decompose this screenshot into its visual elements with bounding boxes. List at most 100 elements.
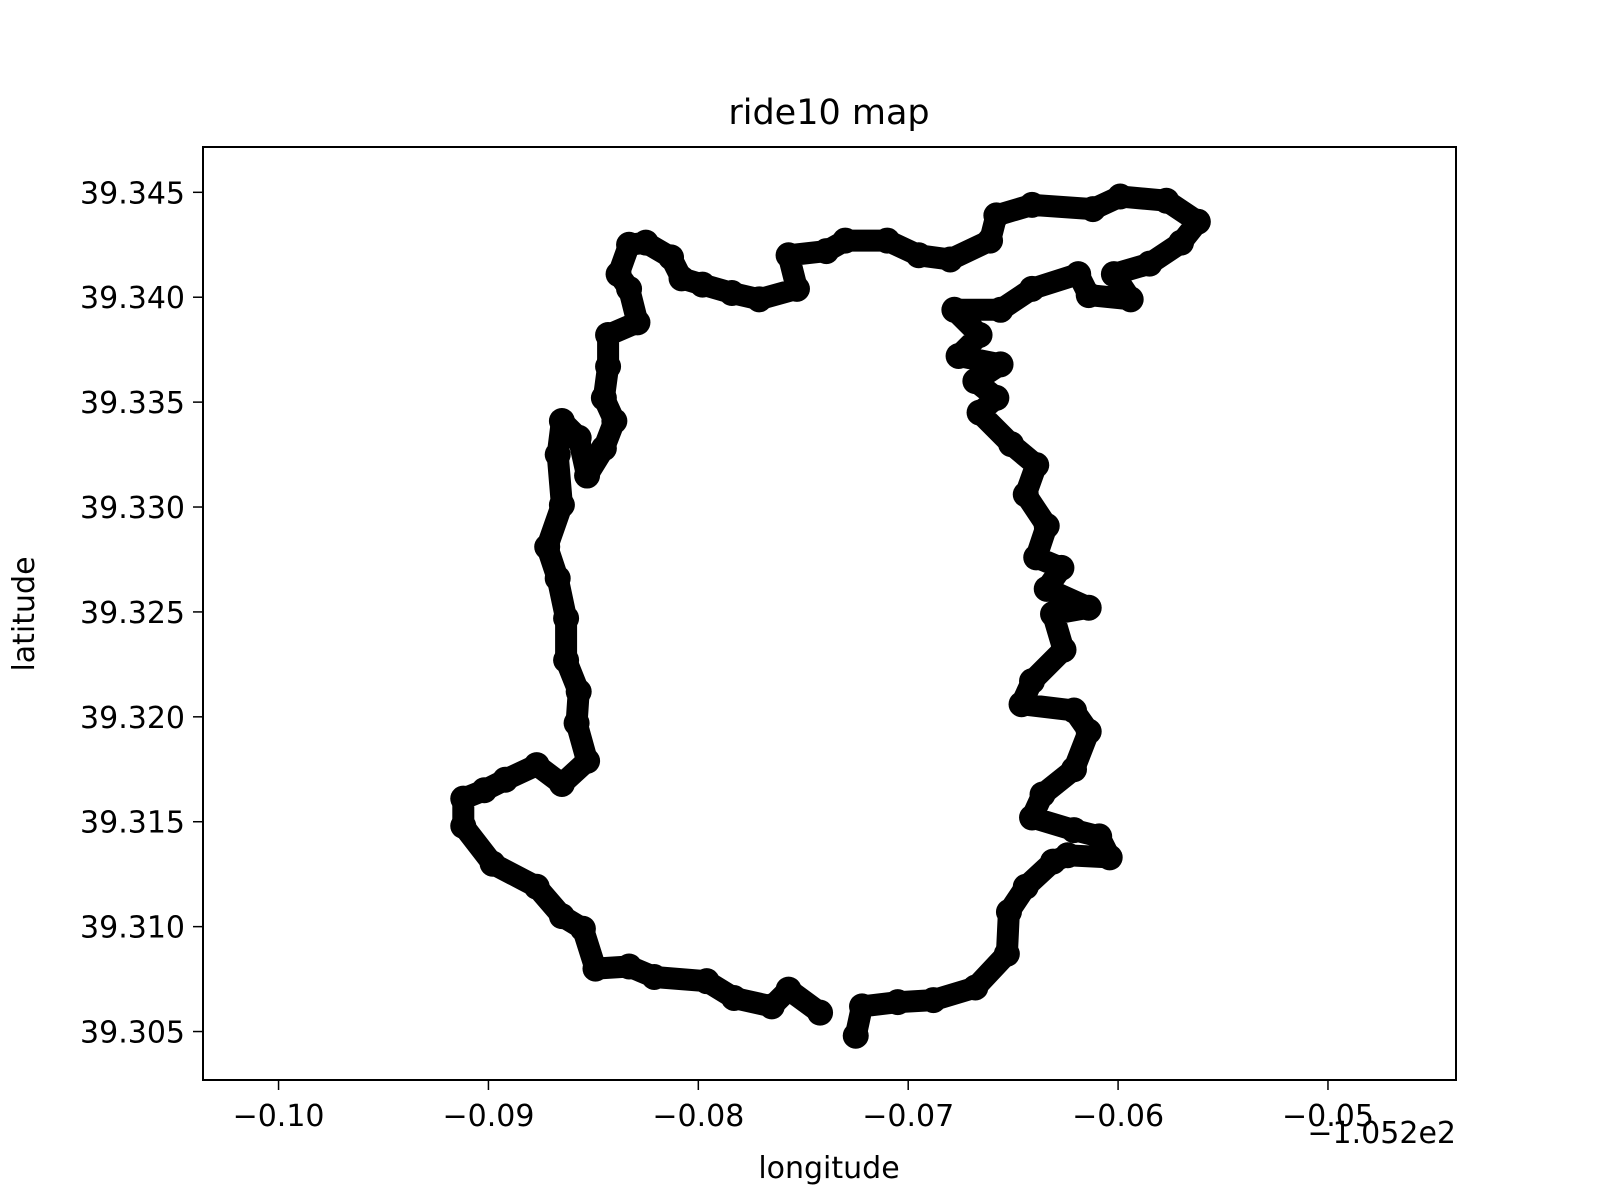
track-point xyxy=(693,968,720,995)
track-point xyxy=(813,238,840,265)
track-point xyxy=(595,321,622,348)
track-point xyxy=(450,812,477,839)
track-point xyxy=(775,242,802,269)
track-point xyxy=(987,351,1014,378)
y-tick-label: 39.345 xyxy=(80,176,185,211)
track-point xyxy=(1061,697,1088,724)
track-point xyxy=(601,408,628,435)
track-point xyxy=(775,976,802,1003)
track-point xyxy=(1029,781,1056,808)
track-point xyxy=(983,384,1010,411)
track-point xyxy=(1012,873,1039,900)
track-point xyxy=(721,984,748,1011)
track-point xyxy=(977,227,1004,254)
track-point xyxy=(668,265,695,292)
track-point xyxy=(962,974,989,1001)
track-point xyxy=(1019,804,1046,831)
y-tick-label: 39.310 xyxy=(80,911,185,946)
track-point xyxy=(884,989,911,1016)
track-point xyxy=(995,898,1022,925)
track-point xyxy=(523,752,550,779)
track-point xyxy=(1153,187,1180,214)
y-axis-label: latitude xyxy=(7,556,42,671)
track-point xyxy=(1184,208,1211,235)
track-point xyxy=(658,244,685,271)
y-tick-label: 39.340 xyxy=(80,281,185,316)
track-point xyxy=(1086,823,1113,850)
track-point xyxy=(905,242,932,269)
track-point xyxy=(590,435,617,462)
track-point xyxy=(582,955,609,982)
track-point xyxy=(616,953,643,980)
track-point xyxy=(937,246,964,273)
track-point xyxy=(1079,196,1106,223)
track-point xyxy=(966,321,993,348)
track-point xyxy=(548,408,575,435)
track-point xyxy=(565,678,592,705)
track-point xyxy=(492,766,519,793)
track-point xyxy=(874,227,901,254)
track-point xyxy=(595,353,622,380)
x-axis-label: longitude xyxy=(758,1151,899,1186)
x-tick-label: −0.06 xyxy=(1072,1099,1164,1134)
track-point xyxy=(1023,452,1050,479)
track-point xyxy=(1033,575,1060,602)
track-point xyxy=(534,533,561,560)
track-point xyxy=(1061,756,1088,783)
track-point xyxy=(1117,286,1144,313)
track-point xyxy=(544,565,571,592)
track-point xyxy=(993,940,1020,967)
track-point xyxy=(1019,668,1046,695)
track-point xyxy=(1168,229,1195,256)
track-point xyxy=(1033,512,1060,539)
track-point xyxy=(1040,601,1067,628)
y-tick-label: 39.335 xyxy=(80,386,185,421)
track-point xyxy=(471,777,498,804)
track-point xyxy=(941,296,968,323)
track-point xyxy=(1075,718,1102,745)
track-point xyxy=(1136,250,1163,277)
track-point xyxy=(849,993,876,1020)
track-point xyxy=(624,309,651,336)
track-point xyxy=(574,462,601,489)
track-point xyxy=(718,280,745,307)
track-point xyxy=(616,231,643,258)
track-point xyxy=(1050,636,1077,663)
track-point xyxy=(983,202,1010,229)
track-point xyxy=(1096,844,1123,871)
track-point xyxy=(616,275,643,302)
track-point xyxy=(1061,817,1088,844)
track-point xyxy=(1054,842,1081,869)
track-point xyxy=(544,441,571,468)
track-point xyxy=(920,987,947,1014)
y-tick-label: 39.330 xyxy=(80,491,185,526)
track-point xyxy=(807,999,834,1026)
track-point xyxy=(962,368,989,395)
track-point xyxy=(553,605,580,632)
track-point xyxy=(987,296,1014,323)
track-point xyxy=(758,993,785,1020)
y-tick-label: 39.315 xyxy=(80,806,185,841)
track-point xyxy=(1107,183,1134,210)
track-point xyxy=(966,399,993,426)
x-tick-label: −0.08 xyxy=(652,1099,744,1134)
track-point xyxy=(1023,544,1050,571)
track-point xyxy=(1008,691,1035,718)
track-point xyxy=(563,710,590,737)
track-point xyxy=(783,275,810,302)
x-offset-label: −1.052e2 xyxy=(1307,1116,1456,1151)
x-tick-label: −0.07 xyxy=(862,1099,954,1134)
x-tick-label: −0.10 xyxy=(233,1099,325,1134)
plot-frame xyxy=(202,146,1457,1081)
track-point xyxy=(1048,554,1075,581)
chart-title: ride10 map xyxy=(728,93,929,133)
track-point xyxy=(479,850,506,877)
track-point xyxy=(1019,191,1046,218)
track-point xyxy=(569,915,596,942)
x-tick-label: −0.05 xyxy=(1282,1099,1374,1134)
track-point xyxy=(548,770,575,797)
track-point xyxy=(1075,594,1102,621)
track-point xyxy=(1065,261,1092,288)
